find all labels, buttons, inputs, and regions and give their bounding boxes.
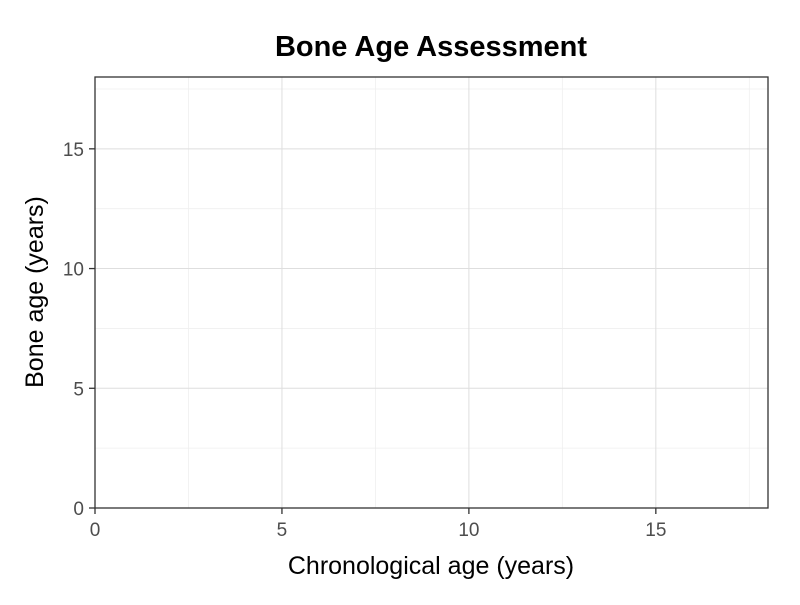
y-axis-title: Bone age (years) — [21, 196, 49, 388]
y-tick-label: 0 — [73, 499, 84, 520]
y-tick-label: 10 — [63, 260, 84, 281]
chart-title: Bone Age Assessment — [275, 31, 587, 63]
x-tick-label: 15 — [645, 520, 666, 541]
y-tick-label: 5 — [73, 379, 84, 400]
x-axis-title: Chronological age (years) — [288, 552, 574, 580]
x-tick-label: 5 — [277, 520, 288, 541]
axis-ticks: 0 5 10 15 0 5 10 15 — [63, 140, 667, 541]
x-tick-label: 10 — [458, 520, 479, 541]
y-tick-label: 15 — [63, 140, 84, 161]
x-tick-label: 0 — [90, 520, 101, 541]
plot-panel-border — [94, 76, 769, 509]
